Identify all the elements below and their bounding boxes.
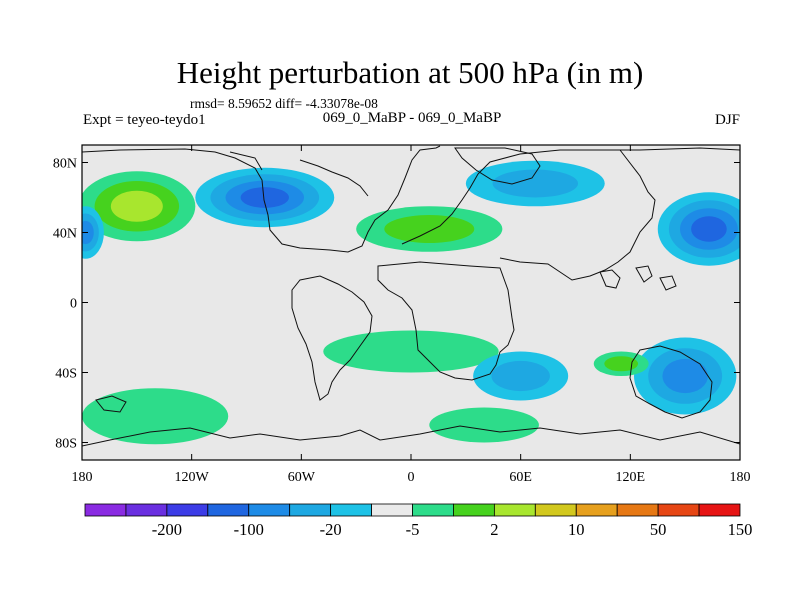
contour-fill — [110, 190, 163, 222]
anomaly-feature — [356, 206, 503, 252]
colorbar-label: 150 — [728, 520, 753, 539]
contour-fill — [604, 356, 639, 372]
x-tick-label: 60W — [288, 470, 316, 485]
contour-fill — [491, 360, 550, 392]
colorbar-box — [207, 503, 250, 517]
map-plot: 180 120W 60W 0 60E 120E 180 80N 40N 0 40S 80S — [53, 144, 751, 485]
x-tick-label: 120E — [616, 470, 646, 485]
x-tick-label: 0 — [408, 470, 415, 485]
y-tick-label: 0 — [70, 297, 77, 312]
coastlines — [82, 145, 740, 447]
colorbar-label: -200 — [152, 520, 182, 539]
contour-fill — [323, 330, 499, 373]
colorbar-box — [534, 503, 577, 517]
center-label: 069_0_MaBP - 069_0_MaBP — [323, 110, 502, 126]
colorbar-box — [330, 503, 372, 517]
y-tick-label: 40S — [55, 367, 77, 382]
colorbar-label: 50 — [650, 520, 667, 539]
colorbar-box — [453, 503, 495, 517]
right-label: DJF — [715, 112, 740, 128]
contour-fill — [662, 358, 708, 394]
contour-fill — [429, 407, 539, 443]
anomaly-feature — [657, 192, 740, 266]
colorbar-box — [616, 503, 659, 517]
colorbar: -200 -100 -20 -5 2 10 50 150 — [84, 503, 753, 539]
contour-fill — [691, 216, 727, 242]
x-tick-label: 120W — [175, 470, 210, 485]
colorbar-box — [657, 503, 700, 517]
anomaly-feature — [593, 351, 649, 376]
colorbar-box — [84, 503, 127, 517]
y-axis: 80N 40N 0 40S 80S — [53, 157, 740, 452]
colorbar-box — [248, 503, 291, 517]
y-tick-label: 80S — [55, 437, 77, 452]
colorbar-label: 10 — [568, 520, 585, 539]
colorbar-box — [412, 503, 454, 517]
anomaly-feature — [323, 330, 499, 373]
contour-fill — [492, 169, 579, 198]
y-tick-label: 80N — [53, 157, 77, 172]
colorbar-box — [289, 503, 332, 517]
anomaly-feature — [195, 167, 335, 228]
anomaly-feature — [82, 171, 196, 242]
x-axis: 180 120W 60W 0 60E 120E 180 — [72, 145, 751, 485]
colorbar-box — [371, 503, 413, 517]
contour-fill — [240, 187, 289, 208]
colorbar-label: -5 — [406, 520, 420, 539]
anomaly-feature — [82, 388, 229, 445]
stats-text: rmsd= 8.59652 diff= -4.33078e-08 — [190, 96, 378, 111]
anomaly-feature — [633, 337, 737, 415]
contour-fill — [384, 215, 475, 243]
y-tick-label: 40N — [53, 227, 77, 242]
colorbar-label: -100 — [234, 520, 264, 539]
anomaly-feature — [429, 407, 539, 443]
contour-fill — [82, 388, 229, 445]
colorbar-box — [125, 503, 168, 517]
x-tick-label: 180 — [730, 470, 751, 485]
anomaly-feature — [473, 351, 569, 401]
colorbar-box — [575, 503, 618, 517]
colorbar-box — [493, 503, 536, 517]
colorbar-box — [166, 503, 209, 517]
colorbar-box — [698, 503, 741, 517]
anomaly-feature — [465, 160, 605, 207]
chart-title: Height perturbation at 500 hPa (in m) — [177, 55, 644, 90]
x-tick-label: 180 — [72, 470, 93, 485]
colorbar-label: -20 — [320, 520, 342, 539]
x-tick-label: 60E — [509, 470, 532, 485]
left-label: Expt = teyeo-teydo1 — [83, 112, 206, 128]
colorbar-label: 2 — [490, 520, 498, 539]
